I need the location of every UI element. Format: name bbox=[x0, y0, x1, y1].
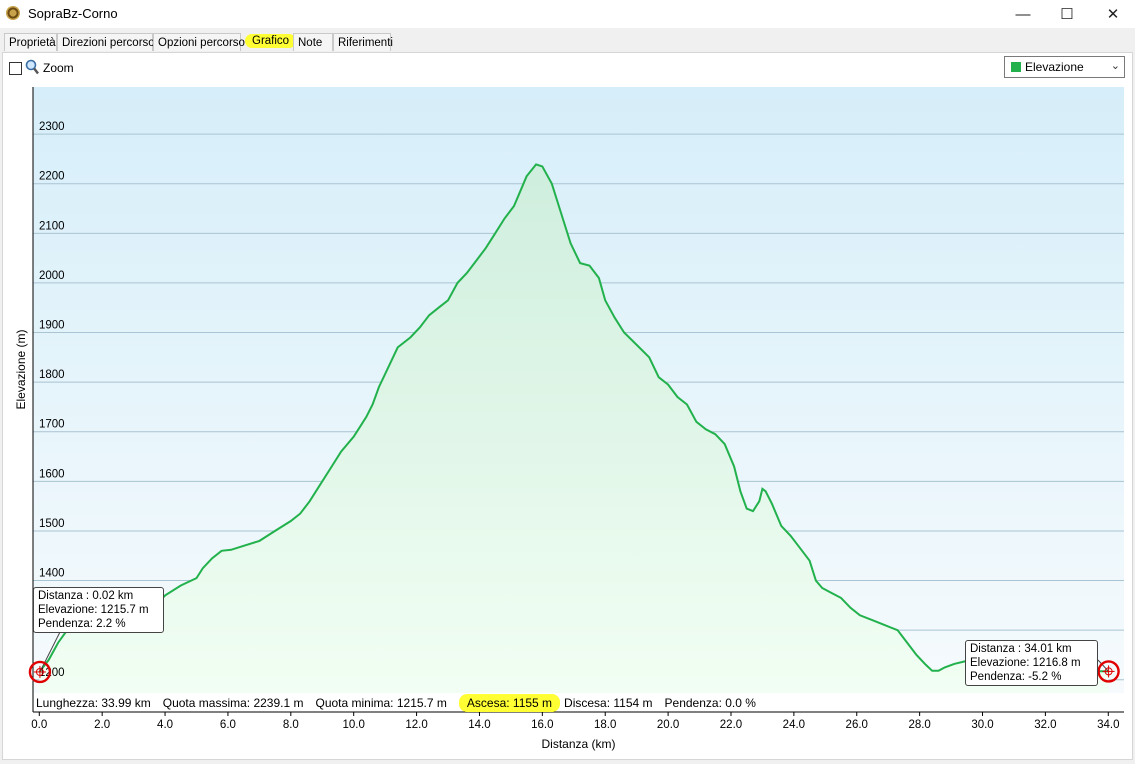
stat-length: Lunghezza: 33.99 km bbox=[36, 696, 151, 710]
tooltip-elevation: Elevazione: 1215.7 m bbox=[38, 604, 149, 616]
x-tick-label: 34.0 bbox=[1097, 719, 1119, 731]
zoom-label: Zoom bbox=[43, 61, 74, 75]
tooltip-slope: Pendenza: 2.2 % bbox=[38, 618, 126, 630]
x-tick-label: 4.0 bbox=[157, 719, 173, 731]
x-tick-label: 16.0 bbox=[531, 719, 553, 731]
y-tick-label: 1800 bbox=[39, 369, 65, 381]
stat-slope: Pendenza: 0.0 % bbox=[664, 696, 756, 710]
app-logo-icon bbox=[6, 6, 20, 20]
y-tick-label: 1900 bbox=[39, 320, 65, 332]
y-axis-label: Elevazione (m) bbox=[14, 329, 28, 409]
tab-direzioni-percorso[interactable]: Direzioni percorso bbox=[57, 33, 155, 51]
tab-note[interactable]: Note bbox=[293, 33, 333, 51]
stat-min-elevation: Quota minima: 1215.7 m bbox=[315, 696, 447, 710]
end-point-tooltip: Distanza : 34.01 km Elevazione: 1216.8 m… bbox=[965, 640, 1098, 686]
callout-pointer bbox=[39, 631, 61, 673]
x-tick-label: 24.0 bbox=[783, 719, 805, 731]
x-tick-label: 30.0 bbox=[971, 719, 993, 731]
elevation-area bbox=[39, 164, 1109, 712]
tooltip-slope: Pendenza: -5.2 % bbox=[970, 671, 1062, 683]
x-tick-label: 12.0 bbox=[405, 719, 427, 731]
y-tick-label: 1500 bbox=[39, 518, 65, 530]
chevron-down-icon: ⌄ bbox=[1110, 60, 1120, 72]
tab-grafico-label: Grafico bbox=[245, 34, 297, 48]
series-select-value: Elevazione bbox=[1025, 60, 1084, 74]
close-button[interactable]: ✕ bbox=[1106, 6, 1120, 23]
y-tick-label: 2100 bbox=[39, 220, 65, 232]
tooltip-distance: Distanza : 34.01 km bbox=[970, 643, 1072, 655]
x-tick-label: 14.0 bbox=[468, 719, 490, 731]
y-tick-label: 2200 bbox=[39, 171, 65, 183]
x-tick-labels: 0.0 2.0 4.0 6.0 8.0 10.0 12.0 14.0 16.0 18.0 20.0 2… bbox=[31, 712, 1119, 731]
series-color-swatch bbox=[1011, 62, 1021, 72]
x-tick-label: 8.0 bbox=[283, 719, 299, 731]
window-title: SopraBz-Corno bbox=[28, 6, 118, 21]
stat-descent: Discesa: 1154 m bbox=[564, 696, 653, 710]
start-point-tooltip: Distanza : 0.02 km Elevazione: 1215.7 m … bbox=[33, 587, 164, 633]
tab-riferimenti[interactable]: Riferimenti bbox=[333, 33, 393, 51]
title-bar: SopraBz-Corno — ☐ ✕ bbox=[0, 0, 1135, 28]
stats-band bbox=[34, 693, 1124, 712]
y-tick-label: 1400 bbox=[39, 568, 65, 580]
track-stats: Lunghezza: 33.99 km Quota massima: 2239.… bbox=[36, 694, 768, 712]
x-tick-label: 2.0 bbox=[94, 719, 110, 731]
x-tick-label: 10.0 bbox=[343, 719, 365, 731]
tab-opzioni-percorso[interactable]: Opzioni percorso bbox=[153, 33, 245, 51]
elevation-line bbox=[38, 163, 1109, 673]
callout-pointer bbox=[1097, 659, 1109, 672]
y-tick-label: 2000 bbox=[39, 270, 65, 282]
tab-bar: Proprietà Direzioni percorso Opzioni per… bbox=[0, 32, 1135, 52]
stat-max-elevation: Quota massima: 2239.1 m bbox=[162, 696, 304, 710]
x-tick-label: 6.0 bbox=[220, 719, 236, 731]
x-tick-label: 32.0 bbox=[1034, 719, 1056, 731]
stat-ascent: Ascesa: 1155 m bbox=[458, 694, 561, 712]
cursor-marker-ring[interactable] bbox=[1097, 660, 1120, 683]
maximize-button[interactable]: ☐ bbox=[1060, 6, 1074, 23]
tab-proprieta[interactable]: Proprietà bbox=[4, 33, 57, 51]
tooltip-distance: Distanza : 0.02 km bbox=[38, 590, 134, 602]
tab-grafico[interactable]: Grafico bbox=[241, 32, 297, 52]
zoom-checkbox[interactable] bbox=[9, 62, 22, 75]
x-tick-label: 20.0 bbox=[657, 719, 679, 731]
x-tick-label: 26.0 bbox=[846, 719, 868, 731]
minimize-button[interactable]: — bbox=[1015, 5, 1031, 23]
series-select[interactable]: Elevazione ⌄ bbox=[1004, 56, 1125, 78]
x-tick-label: 22.0 bbox=[720, 719, 742, 731]
x-tick-label: 18.0 bbox=[594, 719, 616, 731]
y-tick-label: 2300 bbox=[39, 121, 65, 133]
cursor-marker-ring[interactable] bbox=[28, 660, 52, 684]
x-tick-label: 0.0 bbox=[31, 719, 47, 731]
y-tick-label: 1600 bbox=[39, 468, 65, 480]
x-tick-label: 28.0 bbox=[908, 719, 930, 731]
magnifier-icon bbox=[25, 59, 39, 75]
y-tick-label: 1700 bbox=[39, 419, 65, 431]
x-axis-label: Distanza (km) bbox=[541, 737, 615, 751]
cursor-markers[interactable] bbox=[28, 631, 1120, 684]
tooltip-elevation: Elevazione: 1216.8 m bbox=[970, 657, 1081, 669]
y-tick-label: 1200 bbox=[39, 667, 65, 679]
